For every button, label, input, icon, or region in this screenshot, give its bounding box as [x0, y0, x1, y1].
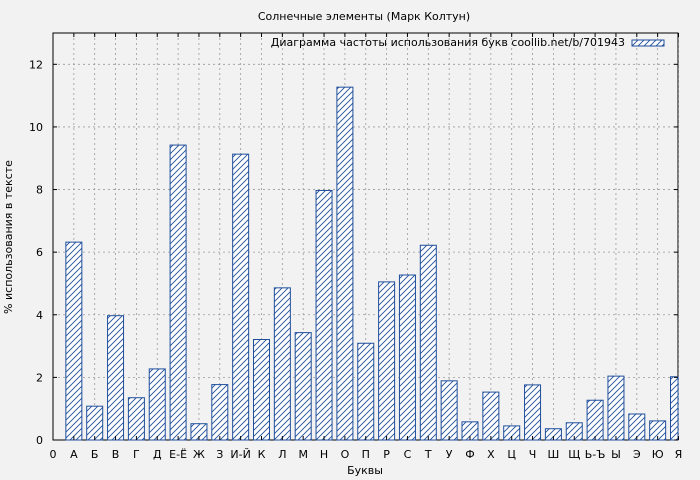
x-tick-label: О [341, 448, 350, 461]
bar-Е-Ё [169, 144, 187, 441]
bar-Р [378, 281, 396, 441]
x-tick-label: Ж [193, 448, 205, 461]
x-tick-label: У [446, 448, 453, 461]
x-tick-label: Ц [507, 448, 516, 461]
legend-label: Диаграмма частоты использования букв coo… [271, 36, 625, 49]
x-tick-label: Щ [568, 448, 580, 461]
x-tick-label: А [70, 448, 78, 461]
x-tick-label: С [404, 448, 412, 461]
y-axis-ticks: 0 2 4 6 8 10 12 [29, 58, 678, 447]
bar-Н [315, 189, 333, 441]
bar-Ч [524, 384, 542, 441]
x-tick-label: Ч [529, 448, 537, 461]
x-tick-label: Е-Ё [169, 448, 187, 461]
x-tick-label: М [298, 448, 308, 461]
bar-Я [670, 376, 679, 441]
x-tick-label: Э [633, 448, 641, 461]
legend: Диаграмма частоты использования букв coo… [271, 36, 665, 49]
x-tick-label: Ф [465, 448, 474, 461]
x-tick-label: 0 [50, 448, 57, 461]
bar-Б [86, 405, 104, 441]
x-tick-label: Ш [548, 448, 560, 461]
y-tick-label: 10 [29, 121, 43, 134]
y-axis-label: % использования в тексте [2, 160, 15, 314]
bar-З [211, 384, 229, 441]
y-tick-label: 2 [36, 371, 43, 384]
x-tick-label: Я [675, 448, 683, 461]
x-tick-label: Х [487, 448, 495, 461]
bar-М [294, 332, 312, 441]
x-tick-label: Ь-Ъ [585, 448, 606, 461]
bar-К [253, 339, 270, 441]
bar-Х [482, 391, 500, 441]
y-tick-label: 8 [36, 184, 43, 197]
bar-Г [127, 397, 145, 441]
grid-lines [53, 33, 679, 440]
x-tick-label: Ю [652, 448, 664, 461]
bars-group [65, 86, 679, 441]
bar-С [398, 274, 416, 441]
x-tick-label: И-Й [230, 448, 250, 461]
x-tick-label: Ы [611, 448, 621, 461]
y-tick-label: 6 [36, 246, 43, 259]
x-axis-ticks: 0 А Б В Г Д Е-Ё Ж З И-Й К Л М Н О П Р С Т У Ф Х Ц Ч Ш Щ Ь-Ъ Ы Э Ю Я [50, 33, 683, 461]
bar-Л [273, 287, 291, 441]
x-axis-label: Буквы [347, 464, 383, 477]
bar-П [357, 342, 375, 441]
x-tick-label: Р [383, 448, 390, 461]
bar-Ь-Ъ [586, 399, 604, 441]
bar-У [440, 380, 458, 441]
x-tick-label: Г [133, 448, 140, 461]
x-tick-label: Л [278, 448, 286, 461]
bar-А [65, 241, 83, 441]
x-tick-label: П [362, 448, 370, 461]
bar-О [336, 86, 354, 441]
x-tick-label: Н [320, 448, 328, 461]
bar-Ы [607, 375, 625, 441]
bar-В [107, 315, 125, 441]
chart-title: Солнечные элементы (Марк Колтун) [258, 10, 470, 23]
x-tick-label: Б [91, 448, 99, 461]
y-tick-label: 4 [36, 309, 43, 322]
x-tick-label: Д [153, 448, 162, 461]
x-tick-label: К [258, 448, 266, 461]
x-tick-label: В [112, 448, 120, 461]
x-tick-label: Т [424, 448, 432, 461]
y-tick-label: 0 [36, 434, 43, 447]
bar-И-Й [232, 153, 250, 441]
x-tick-label: З [216, 448, 223, 461]
legend-swatch [631, 39, 665, 47]
bar-Д [148, 368, 166, 441]
bar-Т [419, 244, 437, 441]
y-tick-label: 12 [29, 58, 43, 71]
